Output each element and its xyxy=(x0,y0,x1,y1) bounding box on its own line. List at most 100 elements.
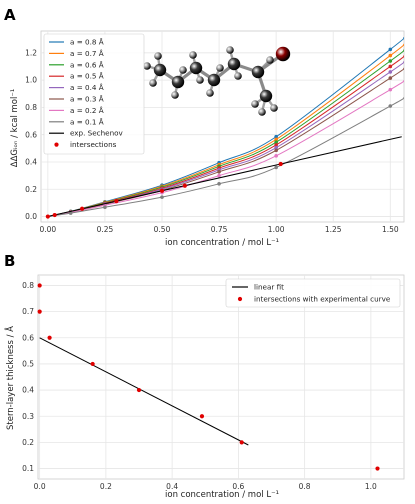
intersection-point xyxy=(182,183,187,188)
series-line-7 xyxy=(47,97,404,218)
panel-label-b: B xyxy=(4,252,15,270)
hydrogen-atom xyxy=(171,91,179,99)
x-tick-label: 1.25 xyxy=(325,225,342,234)
legend-label: intersections with experimental curve xyxy=(254,295,391,304)
y-axis-label-a: ΔΔGᵢₒₙ / kcal mol⁻¹ xyxy=(10,89,20,168)
intersection-point xyxy=(278,161,283,167)
x-tick-label: 1.50 xyxy=(382,225,399,234)
legend-label: a = 0.3 Å xyxy=(70,95,104,104)
y-tick-label: 0.6 xyxy=(25,130,37,139)
series-a xyxy=(45,36,404,219)
legend-marker xyxy=(54,142,59,147)
series-b xyxy=(37,283,380,471)
series-line-6 xyxy=(47,80,404,218)
hydrogen-atom xyxy=(251,100,259,108)
intersection-point xyxy=(114,199,119,204)
hydrogen-atom xyxy=(179,66,187,74)
carbon-atom xyxy=(251,65,265,79)
series-point-7 xyxy=(68,211,73,215)
carbon-atom xyxy=(153,63,167,77)
intersection-point xyxy=(52,212,57,218)
series-point-6 xyxy=(274,154,278,158)
hydrogen-atom xyxy=(266,56,274,64)
x-tick-label: 0.50 xyxy=(154,225,171,234)
x-axis-label-b: ion concentration / mol L⁻¹ xyxy=(165,490,279,500)
series-point-7 xyxy=(274,165,278,170)
series-point-7 xyxy=(103,205,107,210)
legend-box-a xyxy=(43,33,145,155)
hydrogen-atom xyxy=(270,104,278,112)
series-lines-a xyxy=(45,36,404,219)
series-point-1 xyxy=(274,137,278,142)
intersection-point xyxy=(159,188,165,193)
series-point-2 xyxy=(274,140,278,144)
y-tick-label: 0.1 xyxy=(22,464,34,473)
hydrogen-atom xyxy=(143,62,151,70)
hydrogen-atom xyxy=(189,51,197,59)
intersection-point xyxy=(37,283,42,288)
legend-label: intersections xyxy=(70,140,117,149)
hydrogen-atom xyxy=(149,79,157,87)
y-tick-label: 0.2 xyxy=(22,438,34,447)
series-point-7 xyxy=(160,195,164,199)
x-tick-label: 0.4 xyxy=(166,482,178,491)
series-point-3 xyxy=(388,64,393,69)
legend-label: exp. Sechenov xyxy=(70,129,124,138)
legend-a: a = 0.8 Å a = 0.7 Å a = 0.6 Å a = 0.5 Å a = … xyxy=(43,33,145,155)
legend-label: a = 0.6 Å xyxy=(70,60,104,69)
y-tick-label: 0.5 xyxy=(22,360,34,369)
series-point-0 xyxy=(388,47,393,52)
tick-labels-a: 0.00 0.25 0.50 0.75 1.00 1.25 1.50 0.0 0.2 0.4 0.6… xyxy=(25,48,399,234)
chart-panel-b: 0.0 0.2 0.4 0.6 0.8 1.0 0.1 0.2 0.3 0.4 0.5 0.6 0.7 0… xyxy=(4,274,405,500)
intersection-point xyxy=(90,361,95,367)
series-point-7 xyxy=(217,182,221,186)
x-tick-label: 1.00 xyxy=(268,225,285,234)
chart-panel-a: 0.00 0.25 0.50 0.75 1.00 1.25 1.50 0.0 0.2 0.4 0.6… xyxy=(10,30,405,248)
y-tick-label: 0.0 xyxy=(25,212,37,221)
y-tick-label: 0.4 xyxy=(22,386,34,395)
intersection-point xyxy=(47,335,52,340)
series-point-7 xyxy=(388,104,393,108)
series-point-5 xyxy=(388,76,393,80)
hydrogen-atom xyxy=(216,64,224,72)
legend-b: linear fit intersections with experimenta… xyxy=(225,278,401,308)
hydrogen-atom xyxy=(226,46,234,54)
series-point-5 xyxy=(217,169,221,174)
series-point-4 xyxy=(388,70,393,74)
legend-label: a = 0.8 Å xyxy=(70,38,104,47)
hydrogen-atom xyxy=(206,89,214,97)
x-tick-label: 0.25 xyxy=(97,225,114,234)
legend-label: a = 0.1 Å xyxy=(70,117,104,126)
hydrogen-atom xyxy=(234,72,242,80)
linear-fit-line xyxy=(39,337,249,446)
x-tick-label: 0.75 xyxy=(211,225,228,234)
y-tick-label: 0.8 xyxy=(22,281,34,290)
y-tick-label: 0.6 xyxy=(22,333,34,342)
carbon-atom xyxy=(259,89,273,103)
intersection-point xyxy=(79,206,85,211)
legend-label: linear fit xyxy=(254,283,284,292)
bromine-atom xyxy=(275,46,291,62)
y-tick-label: 0.7 xyxy=(22,307,34,316)
molecule-illustration xyxy=(143,46,291,116)
legend-label: a = 0.5 Å xyxy=(70,72,104,81)
plot-area-b xyxy=(37,274,405,480)
x-tick-label: 0.00 xyxy=(39,225,56,234)
x-axis-label-a: ion concentration / mol L⁻¹ xyxy=(165,238,279,248)
series-point-0 xyxy=(274,134,278,139)
y-tick-label: 0.2 xyxy=(25,185,37,194)
series-point-6 xyxy=(388,87,393,92)
series-point-1 xyxy=(388,53,393,58)
intersection-point xyxy=(239,440,244,445)
x-tick-label: 0.6 xyxy=(232,482,244,491)
intersection-point xyxy=(375,466,380,471)
hydrogen-atom xyxy=(154,52,162,60)
y-tick-label: 0.4 xyxy=(25,158,37,167)
carbon-atom xyxy=(207,73,221,87)
x-tick-label: 1.0 xyxy=(365,482,377,491)
legend-label: a = 0.4 Å xyxy=(70,83,104,92)
legend-box-b xyxy=(225,278,401,308)
carbon-atom xyxy=(189,61,203,75)
sechenov-line xyxy=(47,136,402,218)
